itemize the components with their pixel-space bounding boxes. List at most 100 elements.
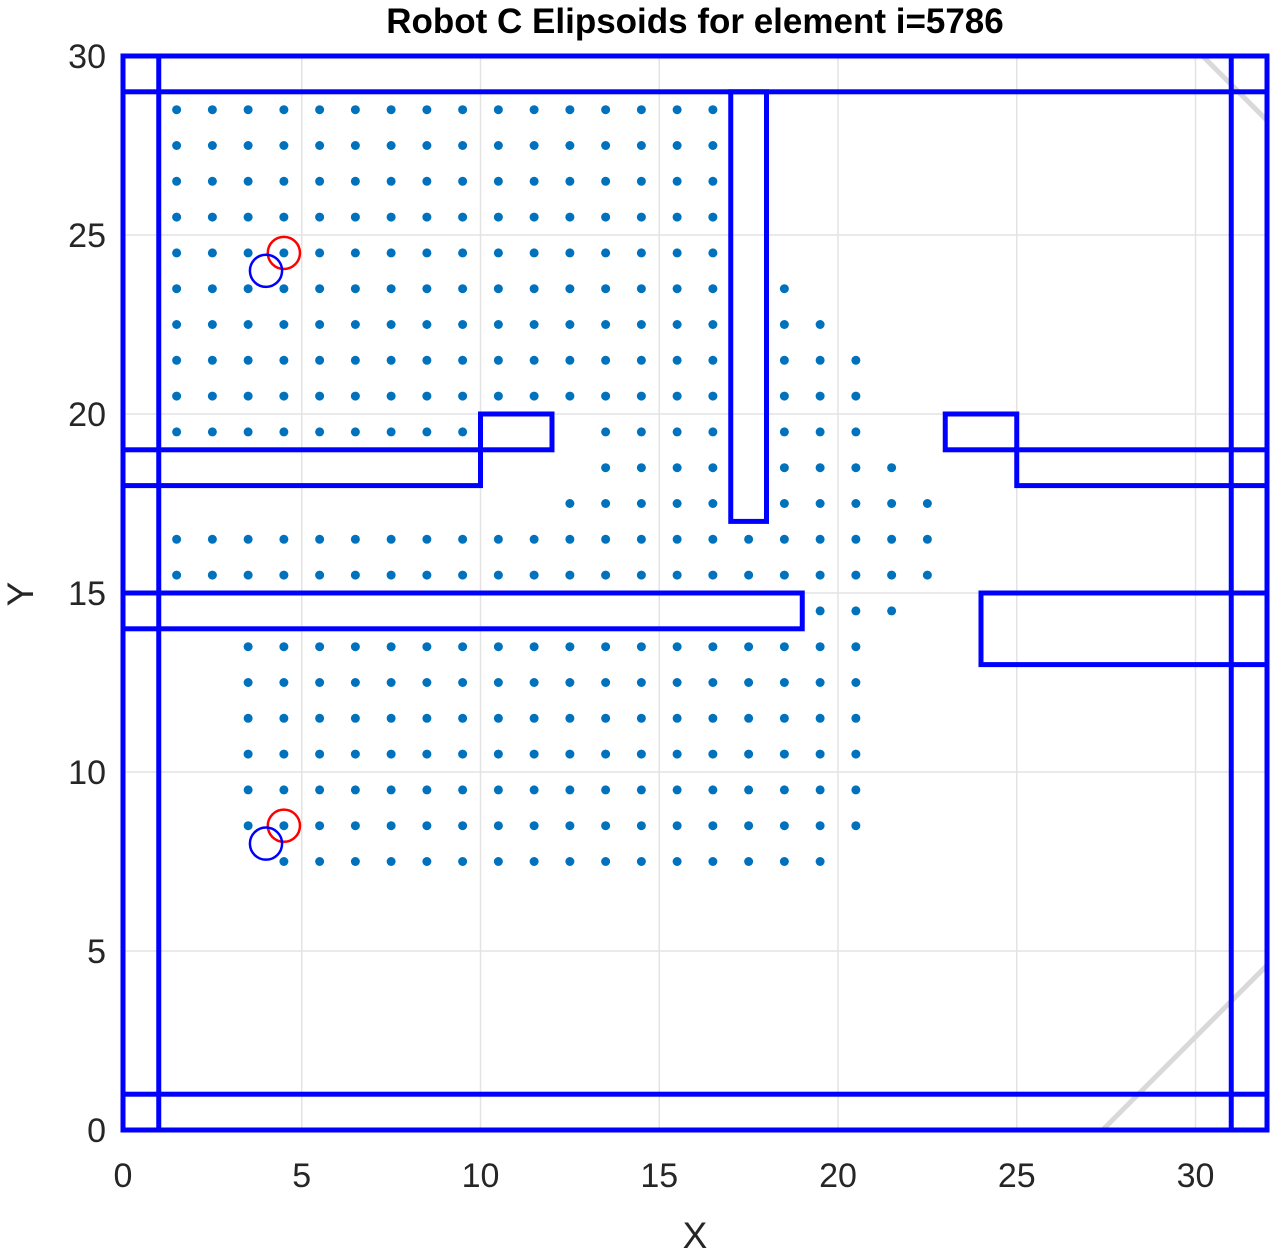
data-point <box>672 141 682 150</box>
data-point <box>207 355 217 365</box>
data-point <box>601 534 611 544</box>
data-point <box>672 570 682 580</box>
data-point <box>779 427 789 437</box>
data-point <box>207 105 217 115</box>
data-point <box>672 391 682 401</box>
data-point <box>315 320 325 329</box>
red-ellipsoid-0 <box>266 235 302 271</box>
data-point <box>779 284 789 294</box>
data-point <box>815 499 825 508</box>
data-point <box>887 570 897 580</box>
data-point <box>458 534 468 544</box>
data-point <box>243 355 253 365</box>
data-point <box>708 391 718 401</box>
data-point <box>851 534 861 544</box>
data-point <box>172 248 182 258</box>
y-tick-label: 25 <box>68 217 106 255</box>
data-point <box>458 678 468 687</box>
data-point <box>744 534 754 544</box>
data-point <box>422 248 432 258</box>
data-point <box>422 570 432 580</box>
data-point <box>386 749 396 759</box>
y-tick-label: 10 <box>68 754 106 792</box>
x-tick-labels: 0 5 10 15 20 25 30 <box>114 1157 1215 1195</box>
data-point <box>279 284 289 294</box>
walls <box>120 53 1270 1133</box>
data-point <box>565 248 575 258</box>
data-point <box>458 749 468 759</box>
data-point <box>172 320 182 329</box>
data-point <box>279 857 289 866</box>
data-point <box>565 499 575 508</box>
data-point <box>350 713 360 723</box>
data-point <box>386 141 396 150</box>
data-point <box>529 821 539 831</box>
data-point <box>172 570 182 580</box>
data-point <box>672 105 682 115</box>
data-point <box>636 678 646 687</box>
data-point <box>243 821 253 831</box>
data-point <box>386 320 396 329</box>
data-point <box>350 355 360 365</box>
diagonal-lines <box>1100 54 1269 1132</box>
data-point <box>422 821 432 831</box>
data-point <box>458 821 468 831</box>
data-point <box>636 570 646 580</box>
data-point <box>887 499 897 508</box>
data-point <box>565 821 575 831</box>
data-point <box>350 534 360 544</box>
data-point <box>350 320 360 329</box>
diagonal-line-1 <box>1200 54 1269 123</box>
data-point <box>601 248 611 258</box>
data-point <box>172 284 182 294</box>
data-point <box>422 427 432 437</box>
data-point <box>672 857 682 866</box>
data-point <box>279 141 289 150</box>
data-point <box>493 212 503 222</box>
data-point <box>565 857 575 866</box>
data-point <box>422 105 432 115</box>
data-point <box>708 534 718 544</box>
data-point <box>172 212 182 222</box>
x-axis-label: X <box>683 1215 708 1252</box>
data-point <box>172 355 182 365</box>
data-point <box>386 570 396 580</box>
data-point <box>207 391 217 401</box>
data-point <box>672 320 682 329</box>
data-point <box>708 749 718 759</box>
wall-6 <box>728 89 769 524</box>
data-point <box>815 713 825 723</box>
data-point <box>458 355 468 365</box>
data-point <box>172 391 182 401</box>
data-point <box>601 284 611 294</box>
wall-10 <box>978 590 1270 668</box>
data-point <box>207 284 217 294</box>
x-tick-label: 0 <box>114 1157 133 1195</box>
data-point <box>565 105 575 115</box>
data-point <box>493 785 503 795</box>
data-point <box>672 284 682 294</box>
data-point <box>458 713 468 723</box>
data-point <box>207 570 217 580</box>
data-point <box>565 284 575 294</box>
data-point <box>243 427 253 437</box>
data-point <box>315 785 325 795</box>
data-point <box>779 355 789 365</box>
data-point <box>565 785 575 795</box>
data-point <box>529 642 539 652</box>
data-point <box>279 212 289 222</box>
data-point <box>779 463 789 473</box>
data-point <box>207 320 217 329</box>
y-tick-label: 20 <box>68 396 106 434</box>
data-point <box>529 534 539 544</box>
data-point <box>243 284 253 294</box>
data-point <box>708 141 718 150</box>
data-point <box>422 749 432 759</box>
sample-points <box>172 105 932 866</box>
data-point <box>601 320 611 329</box>
ellipsoids <box>248 235 302 861</box>
data-point <box>279 176 289 186</box>
data-point <box>815 320 825 329</box>
data-point <box>887 463 897 473</box>
data-point <box>636 427 646 437</box>
